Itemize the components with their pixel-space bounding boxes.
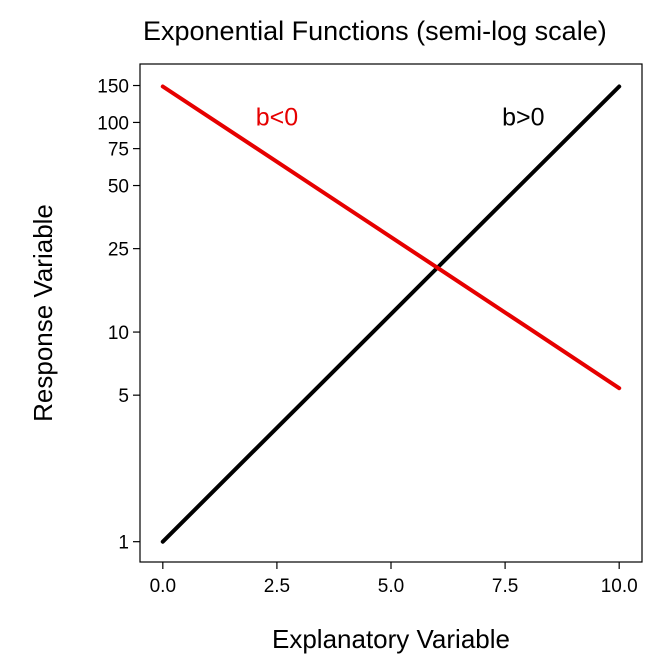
y-tick-label: 5 [118, 386, 129, 407]
x-tick-label: 7.5 [492, 576, 518, 597]
y-tick-label: 25 [108, 240, 129, 261]
annotation-2: b>0 [502, 103, 544, 131]
x-axis-ticks: 0.0 2.5 5.0 7.5 10.0 [150, 562, 638, 597]
annotation-1: b<0 [256, 103, 298, 131]
x-tick-label: 0.0 [150, 576, 176, 597]
y-tick-label: 50 [108, 177, 129, 198]
x-tick-label: 10.0 [601, 576, 638, 597]
series-line-1 [160, 84, 622, 544]
y-tick-label: 1 [118, 533, 129, 554]
y-tick-label: 100 [97, 113, 129, 134]
y-axis-title: Response Variable [28, 204, 58, 422]
series-annotations: b<0 b>0 [256, 103, 545, 131]
y-tick-label: 10 [108, 323, 129, 344]
x-axis-title: Explanatory Variable [272, 624, 510, 654]
series-line-2 [160, 84, 622, 391]
y-axis-ticks: 1 5 10 25 50 75 100 150 [97, 77, 140, 554]
y-tick-label: 150 [97, 77, 129, 98]
x-tick-label: 2.5 [264, 576, 290, 597]
chart-title: Exponential Functions (semi-log scale) [143, 16, 607, 46]
series-lines [160, 84, 622, 544]
x-tick-label: 5.0 [378, 576, 404, 597]
y-tick-label: 75 [108, 140, 129, 161]
